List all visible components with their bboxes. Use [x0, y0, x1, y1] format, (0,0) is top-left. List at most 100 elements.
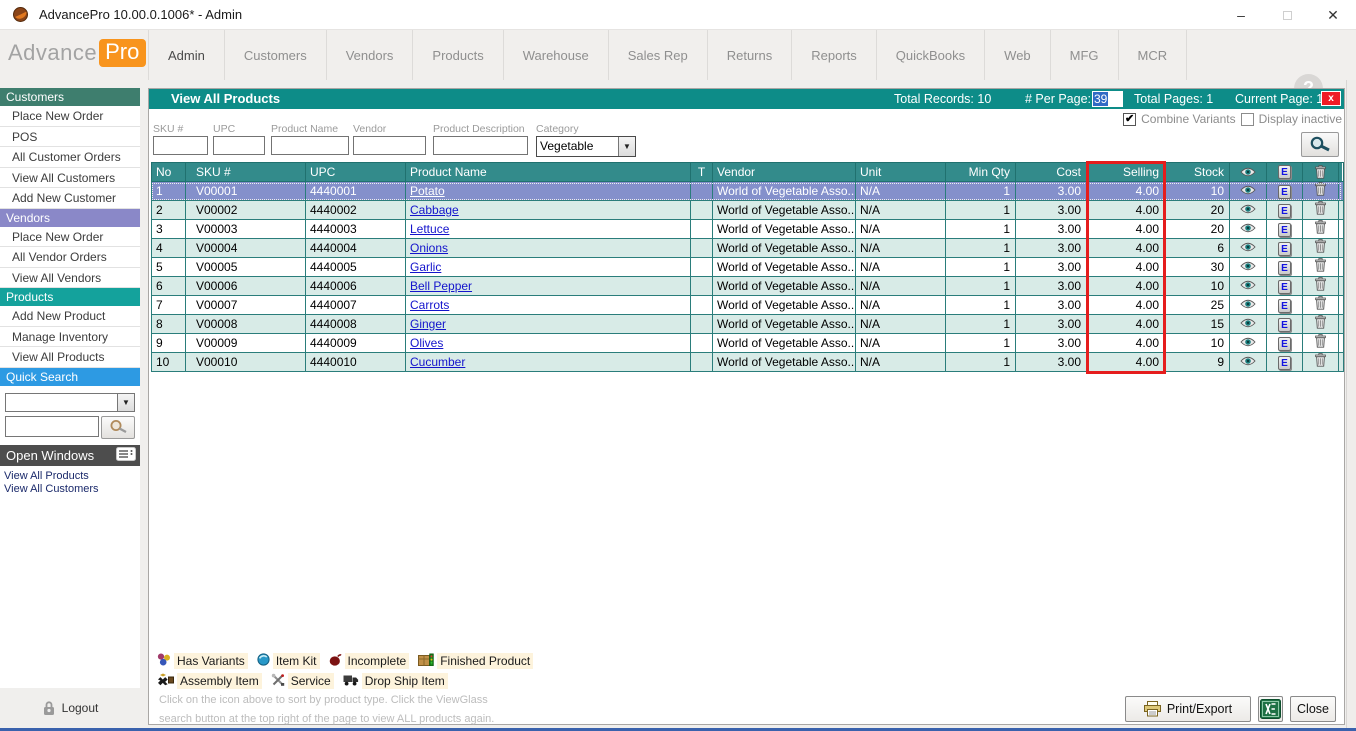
table-row-v00008[interactable]: 8 V00008 4440008 Ginger World of Vegetable A…: [151, 315, 1344, 334]
column-header-delete-icon[interactable]: [1303, 162, 1339, 182]
delete-icon[interactable]: [1315, 277, 1326, 295]
edit-icon[interactable]: E: [1278, 239, 1291, 257]
legend-item-assembly-item[interactable]: Assembly Item: [157, 673, 262, 689]
category-select[interactable]: Vegetable ▼: [536, 136, 636, 157]
viewglass-search-button[interactable]: [1301, 132, 1339, 157]
nav-item-products[interactable]: Products: [413, 30, 504, 80]
table-row-v00002[interactable]: 2 V00002 4440002 Cabbage World of Vegetable …: [151, 201, 1344, 220]
sidebar-item-manage-inventory[interactable]: Manage Inventory: [0, 326, 140, 347]
view-icon[interactable]: [1240, 258, 1256, 276]
per-page-input[interactable]: 39: [1092, 91, 1123, 107]
sidebar-item-view-all-vendors[interactable]: View All Vendors: [0, 267, 140, 288]
edit-icon[interactable]: E: [1278, 277, 1291, 295]
product-link-onions[interactable]: Onions: [410, 241, 449, 255]
sidebar-item-pos[interactable]: POS: [0, 126, 140, 147]
table-row-v00001[interactable]: 1 V00001 4440001 Potato World of Vegetable A…: [151, 182, 1344, 201]
edit-icon[interactable]: E: [1278, 182, 1291, 200]
column-header-selling[interactable]: Selling: [1087, 162, 1165, 182]
table-row-v00005[interactable]: 5 V00005 4440005 Garlic World of Vegetable A…: [151, 258, 1344, 277]
combine-variants-checkbox[interactable]: ✔: [1123, 112, 1137, 126]
legend-item-drop-ship-item[interactable]: Drop Ship Item: [343, 673, 448, 689]
view-icon[interactable]: [1240, 182, 1256, 200]
product-link-cabbage[interactable]: Cabbage: [410, 203, 459, 217]
close-window-button[interactable]: ✕: [1327, 6, 1339, 23]
delete-icon[interactable]: [1315, 353, 1326, 371]
open-window-view-all-products[interactable]: View All Products: [4, 469, 89, 482]
edit-icon[interactable]: E: [1278, 334, 1291, 352]
nav-item-sales-rep[interactable]: Sales Rep: [609, 30, 708, 80]
nav-item-admin[interactable]: Admin: [148, 30, 225, 80]
quick-search-input[interactable]: [5, 415, 99, 437]
chevron-down-icon[interactable]: ▼: [618, 137, 635, 156]
legend-item-item-kit[interactable]: Item Kit: [257, 653, 320, 669]
product-link-ginger[interactable]: Ginger: [410, 317, 447, 331]
quick-search-button[interactable]: [101, 415, 135, 439]
column-header-upc[interactable]: UPC: [306, 162, 406, 182]
open-window-view-all-customers[interactable]: View All Customers: [4, 482, 99, 495]
column-header-view-icon[interactable]: [1230, 162, 1267, 182]
chevron-down-icon[interactable]: ▼: [117, 393, 134, 411]
column-header-product-name[interactable]: Product Name: [406, 162, 691, 182]
quick-search-combo[interactable]: ▼: [5, 392, 135, 412]
nav-item-reports[interactable]: Reports: [792, 30, 877, 80]
product-link-potato[interactable]: Potato: [410, 184, 445, 198]
maximize-button[interactable]: [1264, 0, 1310, 30]
table-row-v00007[interactable]: 7 V00007 4440007 Carrots World of Vegetable …: [151, 296, 1344, 315]
product-link-olives[interactable]: Olives: [410, 336, 444, 350]
column-header-t[interactable]: T: [691, 162, 713, 182]
view-icon[interactable]: [1240, 220, 1256, 238]
product-link-lettuce[interactable]: Lettuce: [410, 222, 450, 236]
close-button[interactable]: Close: [1290, 696, 1336, 722]
edit-icon[interactable]: E: [1278, 258, 1291, 276]
delete-icon[interactable]: [1315, 182, 1326, 200]
product-link-carrots[interactable]: Carrots: [410, 298, 450, 312]
edit-icon[interactable]: E: [1278, 220, 1291, 238]
view-icon[interactable]: [1240, 296, 1256, 314]
delete-icon[interactable]: [1315, 334, 1326, 352]
nav-item-quickbooks[interactable]: QuickBooks: [877, 30, 986, 80]
nav-item-mcr[interactable]: MCR: [1119, 30, 1188, 80]
logout-button[interactable]: Logout: [0, 688, 140, 728]
legend-item-finished-product[interactable]: Finished Product: [418, 653, 534, 669]
delete-icon[interactable]: [1315, 315, 1326, 333]
export-excel-button[interactable]: [1258, 696, 1283, 722]
table-row-v00006[interactable]: 6 V00006 4440006 Bell Pepper World of Vegeta…: [151, 277, 1344, 296]
view-icon[interactable]: [1240, 277, 1256, 295]
print-export-button[interactable]: Print/Export: [1125, 696, 1251, 722]
edit-icon[interactable]: E: [1278, 353, 1291, 371]
view-icon[interactable]: [1240, 239, 1256, 257]
column-header-stock[interactable]: Stock: [1165, 162, 1230, 182]
legend-item-has-variants[interactable]: Has Variants: [157, 653, 248, 669]
filter-input-product-name[interactable]: [271, 136, 349, 155]
sidebar-item-add-new-customer[interactable]: Add New Customer: [0, 188, 140, 209]
delete-icon[interactable]: [1315, 258, 1326, 276]
minimize-button[interactable]: –: [1237, 7, 1245, 23]
delete-icon[interactable]: [1315, 239, 1326, 257]
nav-item-vendors[interactable]: Vendors: [327, 30, 414, 80]
filter-input-upc[interactable]: [213, 136, 265, 155]
sidebar-item-add-new-product[interactable]: Add New Product: [0, 306, 140, 327]
filter-input-product-description[interactable]: [433, 136, 528, 155]
column-header-vendor[interactable]: Vendor: [713, 162, 856, 182]
column-header-cost[interactable]: Cost: [1016, 162, 1087, 182]
column-header-no[interactable]: No: [151, 162, 186, 182]
column-header-min-qty[interactable]: Min Qty: [946, 162, 1016, 182]
nav-item-customers[interactable]: Customers: [225, 30, 327, 80]
table-row-v00010[interactable]: 10 V00010 4440010 Cucumber World of Vegetabl…: [151, 353, 1344, 372]
nav-item-web[interactable]: Web: [985, 30, 1051, 80]
table-row-v00004[interactable]: 4 V00004 4440004 Onions World of Vegetable A…: [151, 239, 1344, 258]
legend-item-service[interactable]: Service: [271, 673, 334, 689]
sidebar-item-all-vendor-orders[interactable]: All Vendor Orders: [0, 247, 140, 268]
nav-item-mfg[interactable]: MFG: [1051, 30, 1119, 80]
delete-icon[interactable]: [1315, 220, 1326, 238]
nav-item-returns[interactable]: Returns: [708, 30, 793, 80]
edit-icon[interactable]: E: [1278, 315, 1291, 333]
delete-icon[interactable]: [1315, 201, 1326, 219]
view-icon[interactable]: [1240, 201, 1256, 219]
table-row-v00003[interactable]: 3 V00003 4440003 Lettuce World of Vegetable …: [151, 220, 1344, 239]
view-icon[interactable]: [1240, 353, 1256, 371]
sidebar-item-view-all-products[interactable]: View All Products: [0, 347, 140, 368]
filter-input-vendor[interactable]: [353, 136, 426, 155]
view-icon[interactable]: [1240, 334, 1256, 352]
legend-item-incomplete[interactable]: Incomplete: [329, 653, 410, 669]
